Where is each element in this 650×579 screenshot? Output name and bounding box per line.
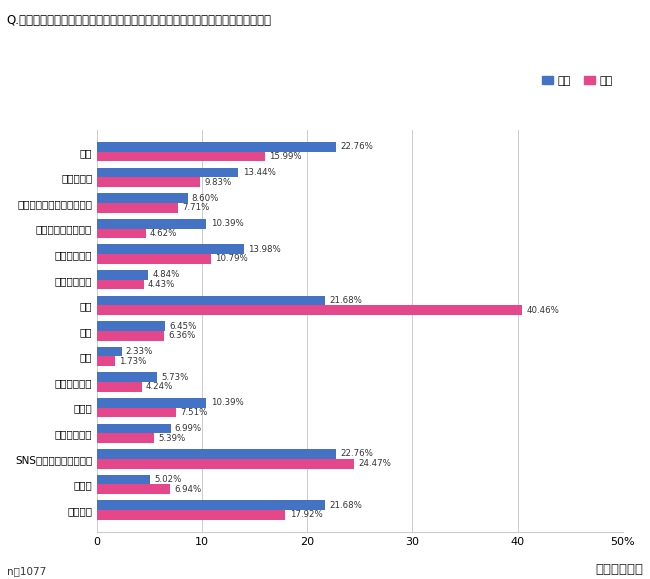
Bar	[97, 280, 144, 290]
Bar	[97, 321, 165, 331]
Text: 4.24%: 4.24%	[146, 382, 174, 391]
Bar	[97, 382, 142, 392]
Bar	[97, 449, 336, 459]
Text: 6.99%: 6.99%	[175, 424, 202, 433]
Text: 9.83%: 9.83%	[205, 178, 232, 186]
Text: 4.43%: 4.43%	[148, 280, 176, 289]
Text: 2.33%: 2.33%	[126, 347, 153, 356]
Bar	[97, 270, 148, 280]
Text: 4.62%: 4.62%	[150, 229, 177, 238]
Text: 5.02%: 5.02%	[154, 475, 181, 484]
Text: 10.39%: 10.39%	[211, 219, 243, 228]
Text: n＝1077: n＝1077	[6, 566, 46, 576]
Bar	[97, 219, 206, 229]
Bar	[97, 229, 146, 238]
Text: Q.減った通勤時間の代わりにしていることをお知らせください。　（複数回答可）: Q.減った通勤時間の代わりにしていることをお知らせください。 （複数回答可）	[6, 14, 272, 27]
Bar	[97, 152, 265, 162]
Text: 8.60%: 8.60%	[192, 193, 219, 203]
Text: 10.79%: 10.79%	[214, 254, 248, 263]
Text: テレリモ総研: テレリモ総研	[595, 563, 644, 576]
Text: 22.76%: 22.76%	[341, 449, 374, 459]
Text: 6.36%: 6.36%	[168, 331, 196, 340]
Text: 10.39%: 10.39%	[211, 398, 243, 407]
Text: 4.84%: 4.84%	[152, 270, 179, 279]
Text: 6.45%: 6.45%	[169, 321, 196, 331]
Bar	[97, 295, 325, 305]
Legend: 男性, 女性: 男性, 女性	[538, 71, 617, 90]
Text: 22.76%: 22.76%	[341, 142, 374, 151]
Bar	[97, 485, 170, 494]
Bar	[97, 142, 336, 152]
Bar	[97, 433, 154, 443]
Bar	[97, 408, 176, 417]
Bar	[97, 193, 187, 203]
Bar	[97, 331, 164, 340]
Bar	[97, 510, 285, 520]
Text: 21.68%: 21.68%	[329, 501, 362, 510]
Bar	[97, 357, 115, 366]
Text: 6.94%: 6.94%	[174, 485, 202, 494]
Bar	[97, 475, 150, 485]
Bar	[97, 203, 178, 212]
Text: 40.46%: 40.46%	[526, 306, 560, 314]
Text: 17.92%: 17.92%	[290, 510, 322, 519]
Bar	[97, 305, 523, 315]
Text: 7.71%: 7.71%	[183, 203, 210, 212]
Text: 1.73%: 1.73%	[120, 357, 147, 366]
Text: 21.68%: 21.68%	[329, 296, 362, 305]
Bar	[97, 167, 239, 177]
Text: 5.73%: 5.73%	[162, 373, 189, 382]
Bar	[97, 372, 157, 382]
Text: 15.99%: 15.99%	[269, 152, 302, 161]
Bar	[97, 244, 244, 254]
Bar	[97, 500, 325, 510]
Bar	[97, 347, 122, 357]
Bar	[97, 423, 170, 433]
Bar	[97, 254, 211, 264]
Text: 24.47%: 24.47%	[359, 459, 391, 468]
Bar	[97, 398, 206, 408]
Bar	[97, 459, 354, 468]
Bar	[97, 177, 200, 187]
Text: 7.51%: 7.51%	[180, 408, 207, 417]
Text: 13.44%: 13.44%	[242, 168, 276, 177]
Text: 5.39%: 5.39%	[158, 434, 185, 442]
Text: 13.98%: 13.98%	[248, 245, 281, 254]
